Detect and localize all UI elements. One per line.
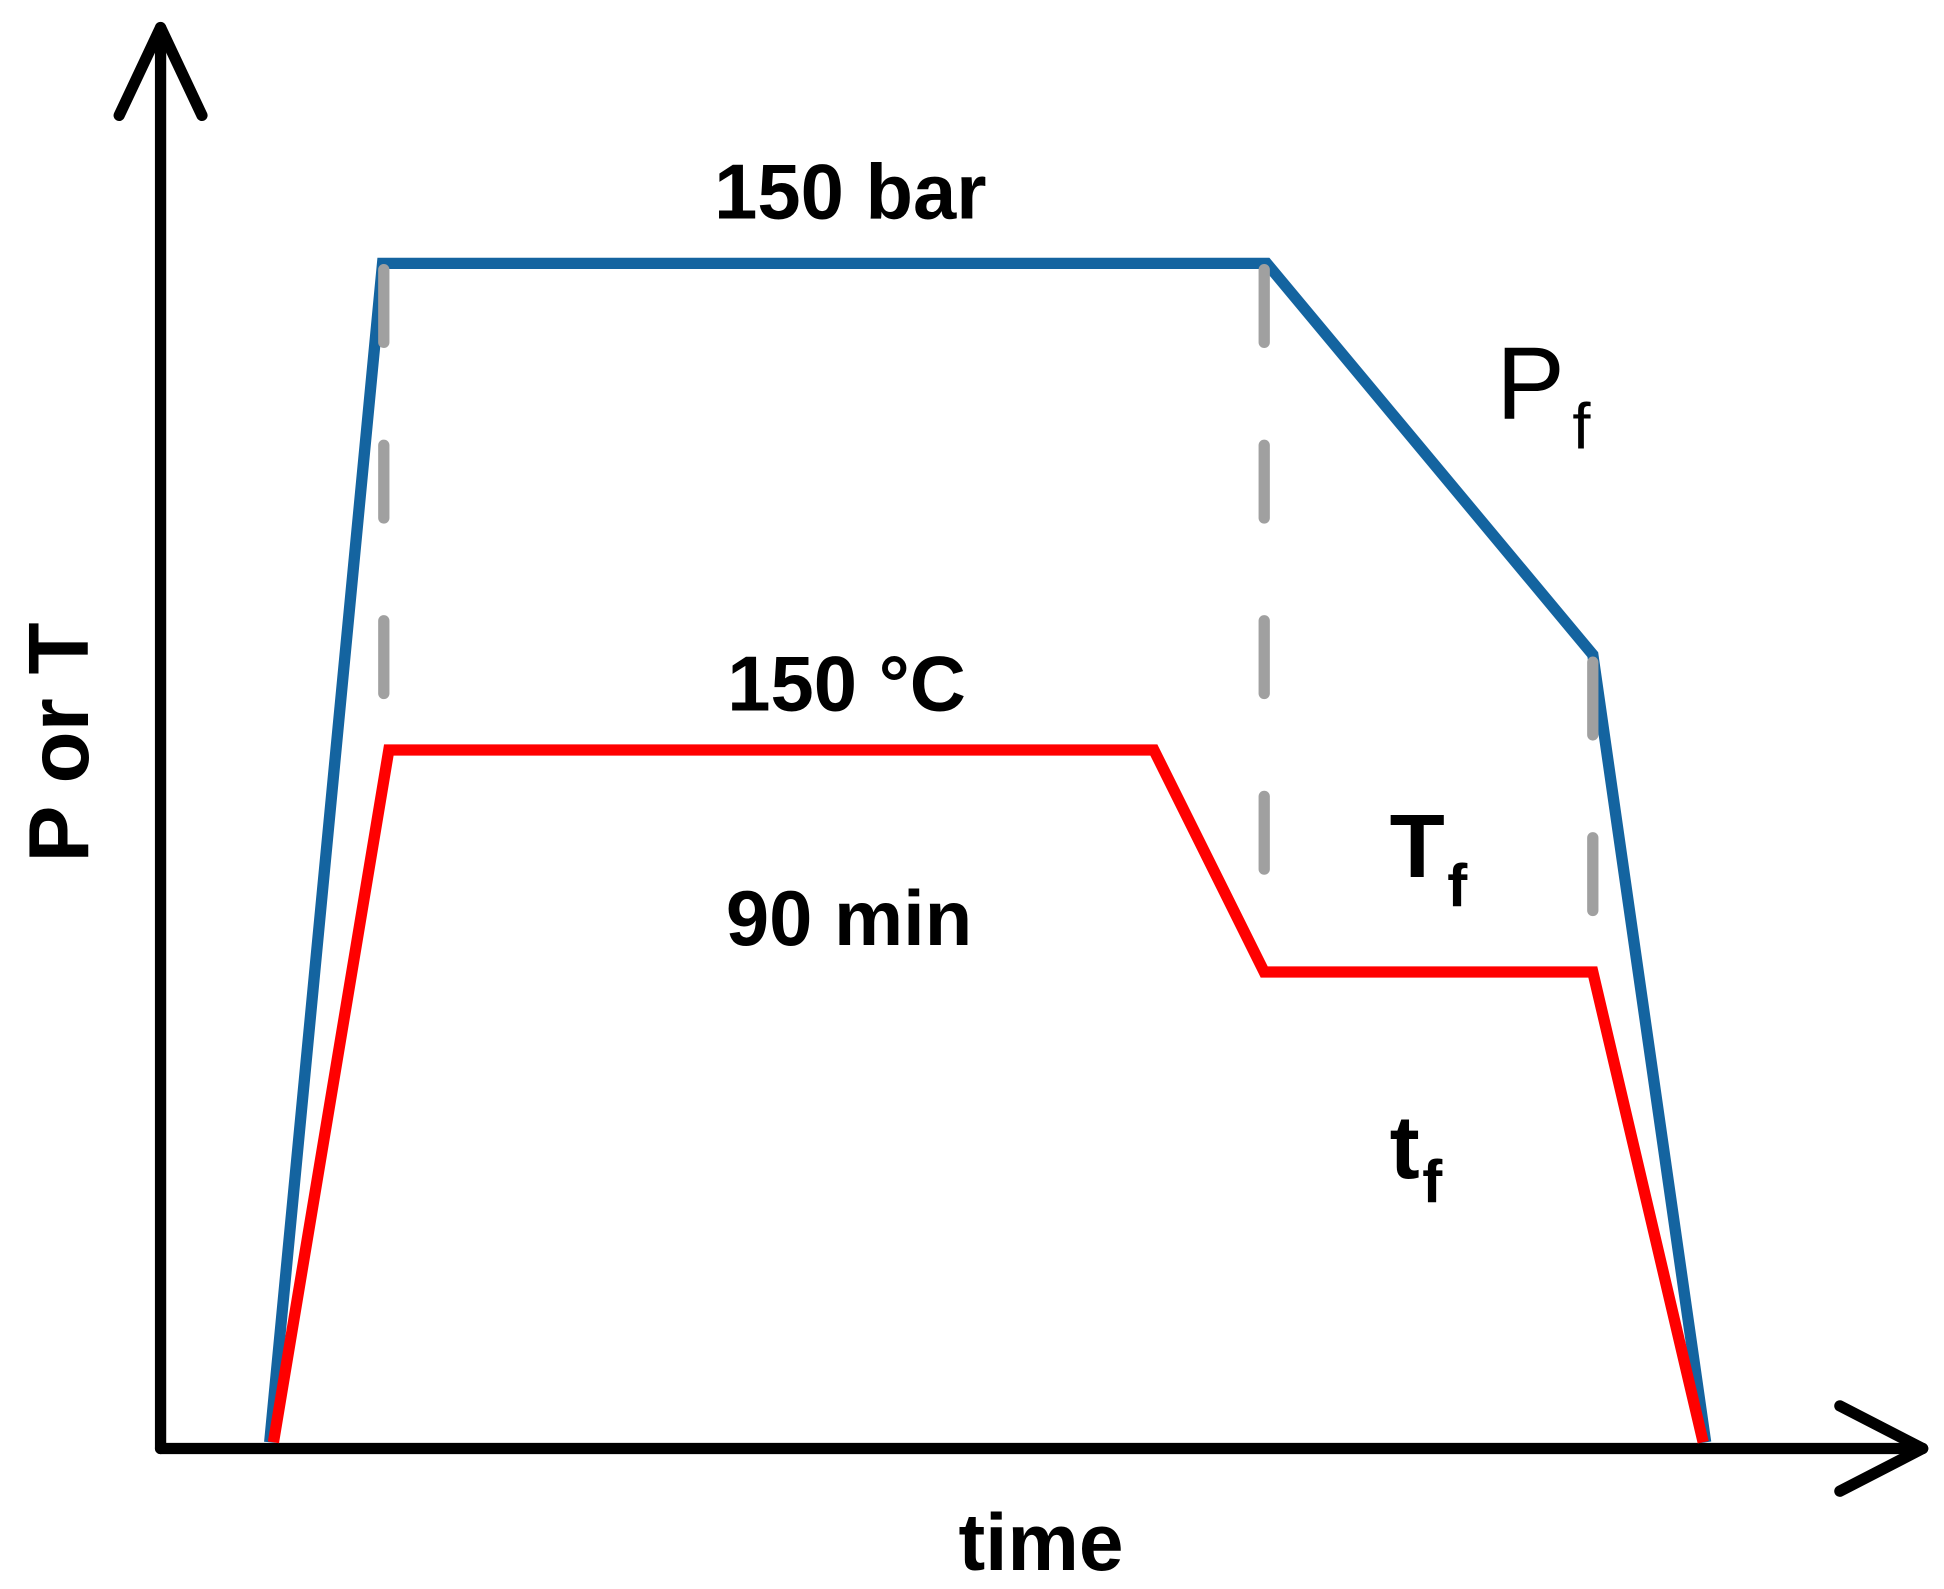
subscript: f [1572, 390, 1591, 463]
pressure-label: 150 bar [714, 150, 986, 236]
y-axis-label: P or T [12, 622, 107, 862]
y-arrowhead [113, 21, 208, 122]
duration-label: 90 min [726, 876, 972, 962]
final-time-label: tf [1390, 1097, 1444, 1216]
final-temperature-label: Tf [1390, 796, 1469, 920]
temperature-label: 150 °C [727, 641, 966, 727]
symbol: t [1390, 1097, 1420, 1198]
stage-markers [378, 263, 1599, 922]
pressure-profile [264, 257, 1712, 1444]
axes [113, 21, 1929, 1497]
x-axis-label: time [958, 1498, 1123, 1588]
subscript: f [1447, 852, 1468, 919]
x-arrowhead [1834, 1400, 1929, 1497]
subscript: f [1422, 1148, 1443, 1215]
temperature-profile [267, 744, 1709, 1444]
symbol: P [1496, 325, 1565, 440]
symbol: T [1390, 796, 1445, 897]
